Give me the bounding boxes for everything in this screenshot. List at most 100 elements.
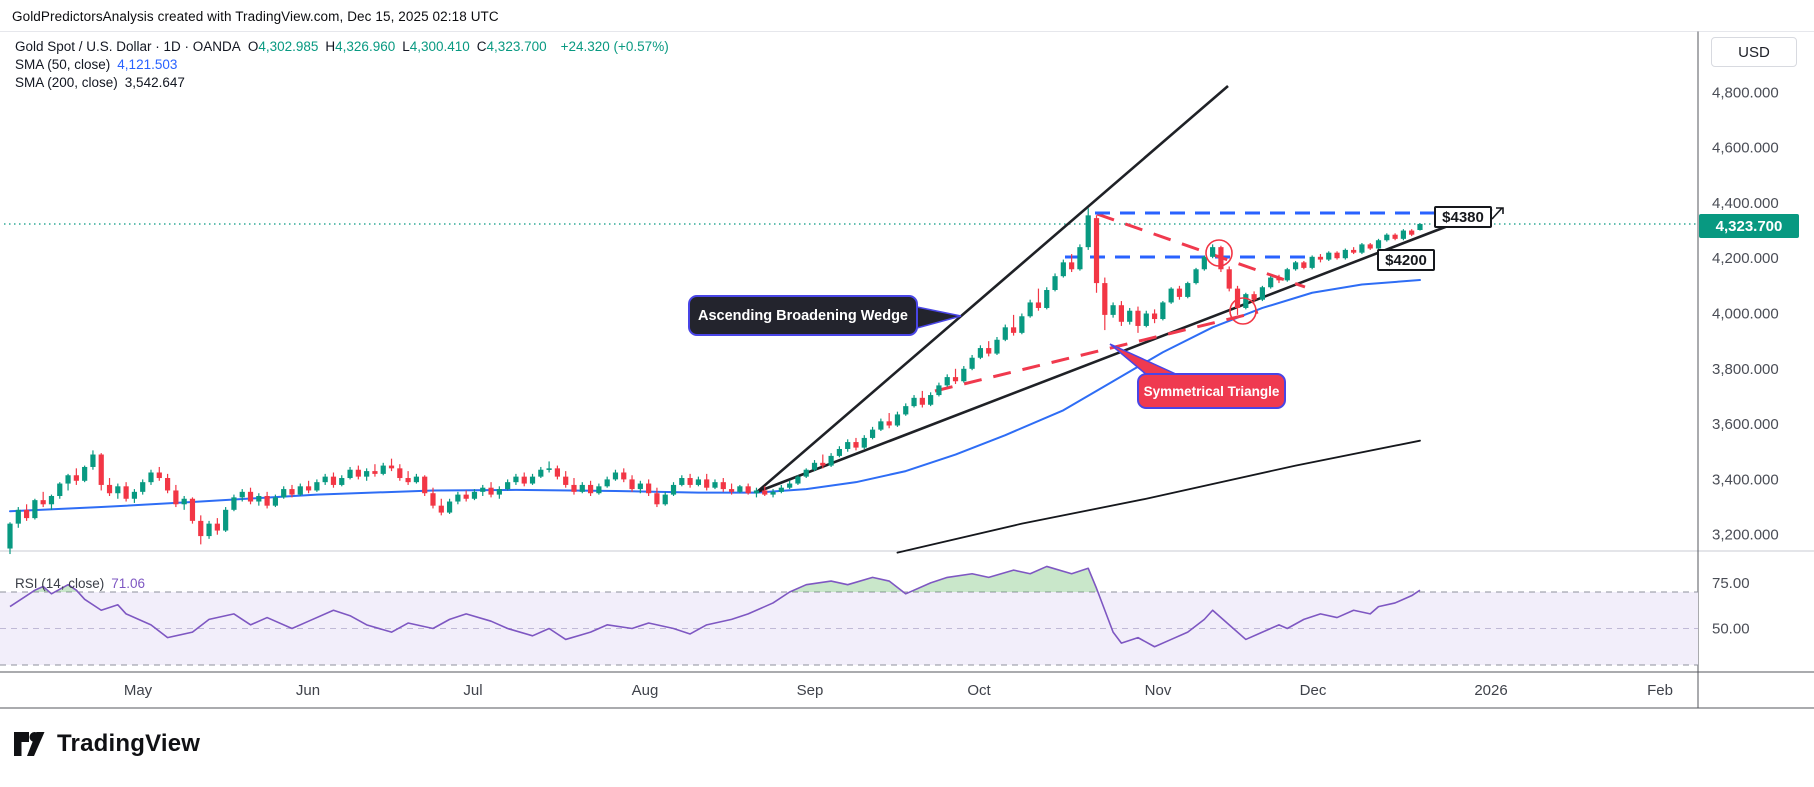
candle-body bbox=[322, 476, 328, 483]
candle-body bbox=[538, 469, 544, 477]
candle-body bbox=[911, 397, 917, 407]
price-tag-4200[interactable]: $4200 bbox=[1377, 249, 1435, 271]
sma200-row[interactable]: SMA (200, close) 3,542.647 bbox=[15, 74, 669, 92]
candle-body bbox=[1400, 230, 1406, 239]
candle-body bbox=[637, 483, 643, 490]
rsi-legend-row[interactable]: RSI (14, close) 71.06 bbox=[15, 576, 145, 591]
candle-body bbox=[1176, 288, 1183, 297]
candle-body bbox=[546, 468, 552, 470]
candle-body bbox=[1234, 288, 1241, 308]
price-tick-label[interactable]: 3,600.000 bbox=[1712, 416, 1779, 433]
time-axis-label[interactable]: May bbox=[124, 682, 153, 699]
price-tick-label[interactable]: 3,400.000 bbox=[1712, 471, 1779, 488]
candle-body bbox=[231, 497, 237, 510]
candle-body bbox=[347, 469, 353, 479]
triangle-pattern-callout[interactable]: Symmetrical Triangle bbox=[1137, 373, 1286, 409]
symbol-row[interactable]: Gold Spot / U.S. Dollar · 1D · OANDA O4,3… bbox=[15, 38, 669, 56]
candle-body bbox=[513, 476, 519, 483]
candle-body bbox=[1135, 310, 1141, 326]
price-tick-label[interactable]: 3,800.000 bbox=[1712, 361, 1779, 378]
candle-body bbox=[463, 494, 469, 499]
price-tick-label[interactable]: 3,200.000 bbox=[1712, 527, 1779, 544]
chart-legend: Gold Spot / U.S. Dollar · 1D · OANDA O4,3… bbox=[15, 38, 669, 92]
candle-body bbox=[214, 523, 220, 531]
highlight-circle-1[interactable] bbox=[1205, 239, 1233, 267]
sma50-value: 4,121.503 bbox=[117, 57, 178, 72]
candle-body bbox=[488, 487, 494, 495]
candle-body bbox=[1193, 269, 1199, 284]
candle-body bbox=[845, 442, 851, 449]
price-tick-label[interactable]: 4,200.000 bbox=[1712, 250, 1779, 267]
candle-body bbox=[1367, 244, 1373, 249]
candle-body bbox=[198, 520, 204, 537]
candle-body bbox=[1168, 288, 1174, 303]
candle-body bbox=[496, 489, 502, 495]
candle-body bbox=[1085, 215, 1091, 248]
wedge-pattern-callout[interactable]: Ascending Broadening Wedge bbox=[688, 295, 918, 336]
candle-body bbox=[1110, 305, 1116, 315]
rsi-tick-label[interactable]: 75.00 bbox=[1712, 575, 1750, 592]
time-axis-label[interactable]: 2026 bbox=[1474, 682, 1507, 699]
time-axis-label[interactable]: Sep bbox=[797, 682, 824, 699]
candle-body bbox=[770, 491, 776, 495]
candle-body bbox=[223, 509, 229, 531]
candle-body bbox=[430, 493, 436, 506]
candle-body bbox=[289, 489, 295, 495]
triangle-lower-dashed-line[interactable] bbox=[934, 310, 1259, 393]
rsi-tick-label[interactable]: 50.00 bbox=[1712, 621, 1750, 638]
currency-toggle-button[interactable]: USD bbox=[1711, 37, 1797, 67]
time-axis-label[interactable]: Jul bbox=[463, 682, 482, 699]
ohlc-token: O4,302.985 bbox=[247, 39, 319, 54]
time-axis-label[interactable]: Feb bbox=[1647, 682, 1673, 699]
highlight-circle-2[interactable] bbox=[1229, 297, 1257, 325]
time-axis-label[interactable]: Dec bbox=[1300, 682, 1327, 699]
candle-body bbox=[1093, 218, 1100, 284]
candle-body bbox=[339, 478, 345, 485]
time-axis-label[interactable]: Nov bbox=[1145, 682, 1172, 699]
candle-body bbox=[687, 478, 693, 485]
price-tick-label[interactable]: 4,800.000 bbox=[1712, 84, 1779, 101]
time-axis-label[interactable]: Jun bbox=[296, 682, 320, 699]
candle-body bbox=[587, 484, 594, 494]
candle-body bbox=[571, 484, 577, 492]
candle-body bbox=[1143, 313, 1149, 326]
candle-body bbox=[264, 495, 270, 506]
candle-body bbox=[1027, 302, 1033, 317]
time-axis-label[interactable]: Oct bbox=[967, 682, 991, 699]
candle-body bbox=[1351, 249, 1357, 253]
candle-body bbox=[952, 377, 959, 382]
candle-body bbox=[679, 478, 685, 485]
candle-body bbox=[1276, 277, 1282, 281]
candle-body bbox=[1326, 252, 1332, 260]
candle-body bbox=[156, 472, 162, 479]
change-value: +24.320 (+0.57%) bbox=[560, 39, 669, 54]
sma50-row[interactable]: SMA (50, close) 4,121.503 bbox=[15, 56, 669, 74]
candle-body bbox=[986, 348, 992, 354]
candle-body bbox=[670, 484, 677, 495]
triangle-upper-dashed-line[interactable] bbox=[1096, 212, 1306, 289]
candle-body bbox=[422, 476, 428, 494]
candle-body bbox=[98, 454, 104, 485]
candle-body bbox=[861, 437, 867, 448]
candle-body bbox=[82, 466, 88, 481]
candle-body bbox=[23, 509, 30, 519]
candle-body bbox=[32, 500, 38, 519]
candle-body bbox=[148, 472, 154, 483]
price-tag-4380[interactable]: $4380 bbox=[1434, 206, 1492, 228]
sma200-label: SMA (200, close) bbox=[15, 75, 118, 90]
price-tick-label[interactable]: 4,600.000 bbox=[1712, 140, 1779, 157]
candle-body bbox=[787, 483, 793, 488]
price-tick-label[interactable]: 4,000.000 bbox=[1712, 306, 1779, 323]
candle-body bbox=[563, 476, 569, 485]
wedge-upper-trendline[interactable] bbox=[756, 85, 1229, 493]
price-tick-label[interactable]: 4,400.000 bbox=[1712, 195, 1779, 212]
candle-body bbox=[695, 479, 702, 485]
time-axis-label[interactable]: Aug bbox=[632, 682, 659, 699]
candle-body bbox=[297, 486, 303, 495]
candle-body bbox=[1035, 302, 1042, 308]
candle-body bbox=[579, 484, 585, 492]
tradingview-logo[interactable]: TradingView bbox=[14, 729, 200, 759]
candle-body bbox=[1251, 294, 1257, 300]
